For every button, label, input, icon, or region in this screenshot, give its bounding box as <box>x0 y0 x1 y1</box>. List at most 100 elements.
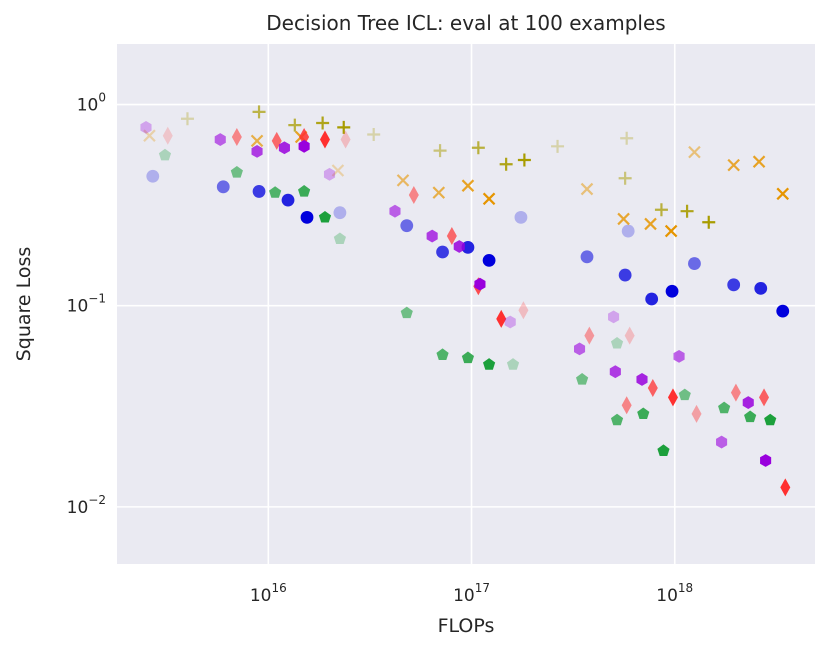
hexagon-point <box>760 454 772 467</box>
pentagon-point <box>230 165 243 178</box>
diamond-point <box>691 404 702 423</box>
pentagon-point <box>269 186 282 198</box>
y-tick-exponent: 0 <box>98 91 106 105</box>
hexagon-point <box>636 373 648 386</box>
plus-point <box>367 127 381 141</box>
y-tick-exponent: −1 <box>88 292 106 306</box>
x-point <box>482 192 496 206</box>
circle-point <box>645 292 659 306</box>
pentagon-point <box>333 232 346 245</box>
x-point <box>727 158 740 172</box>
plus-point <box>316 116 330 130</box>
circle-point <box>688 257 701 270</box>
diamond-point <box>647 378 658 397</box>
y-tick-exponent: −2 <box>88 493 106 507</box>
x-tick-exponent: 16 <box>272 581 287 595</box>
plot-area <box>117 44 815 564</box>
x-point <box>617 212 630 226</box>
x-point <box>752 155 766 168</box>
plus-point <box>680 204 694 218</box>
diamond-point <box>518 301 529 320</box>
diamond-point <box>730 383 741 402</box>
circle-point <box>333 206 347 220</box>
diamond-point <box>624 326 635 345</box>
pentagon-point <box>400 306 413 319</box>
x-tick-base: 10 <box>656 586 678 606</box>
diamond-point <box>162 126 173 145</box>
plus-point <box>620 131 634 145</box>
pentagon-point <box>318 210 332 223</box>
x-tick-exponent: 18 <box>678 581 693 595</box>
diamond-point <box>231 127 242 146</box>
diamond-point <box>584 326 595 345</box>
circle-point <box>665 284 679 298</box>
plus-point <box>252 105 266 119</box>
plus-point <box>288 118 302 132</box>
circle-point <box>216 180 230 194</box>
plus-point <box>702 215 716 229</box>
circle-point <box>754 281 768 295</box>
y-tick-base: 10 <box>67 297 89 317</box>
pentagon-point <box>158 148 172 161</box>
diamond-point <box>319 130 330 149</box>
pentagon-point <box>637 407 650 420</box>
x-point <box>776 187 790 201</box>
hexagon-point <box>742 396 754 409</box>
circle-point <box>580 250 594 264</box>
hexagon-point <box>278 141 290 155</box>
hexagon-point <box>140 120 152 134</box>
y-tick-base: 10 <box>67 498 89 518</box>
pentagon-point <box>744 410 757 423</box>
diamond-point <box>621 396 632 415</box>
y-axis-label: Square Loss <box>13 247 35 362</box>
hexagon-point <box>298 139 310 153</box>
y-tick-label: 10−2 <box>67 493 106 518</box>
diamond-point <box>340 130 351 149</box>
plus-point <box>551 139 565 153</box>
hexagon-point <box>389 204 401 218</box>
circle-point <box>300 210 314 224</box>
circle-point <box>482 253 496 267</box>
pentagon-point <box>298 185 311 197</box>
pentagon-point <box>678 388 691 401</box>
x-tick-label: 1016 <box>250 581 287 606</box>
circle-point <box>727 278 741 292</box>
hexagon-point <box>716 435 728 449</box>
circle-point <box>400 219 414 233</box>
hexagon-point <box>608 310 620 324</box>
circle-point <box>252 185 266 198</box>
y-tick-base: 10 <box>77 96 99 116</box>
x-point <box>432 186 446 199</box>
pentagon-point <box>764 413 777 426</box>
plus-point <box>471 141 485 155</box>
pentagon-point <box>461 351 475 364</box>
x-point <box>461 179 475 192</box>
hexagon-series <box>140 120 772 467</box>
diamond-point <box>759 388 770 407</box>
hexagon-point <box>323 167 336 181</box>
diamond-point <box>496 309 507 328</box>
pentagon-point <box>610 336 624 349</box>
x-tick-label: 1018 <box>656 581 693 606</box>
plus-point <box>180 112 194 126</box>
x-tick-base: 10 <box>453 586 475 606</box>
pentagon-point <box>483 358 496 370</box>
diamond-point <box>667 388 678 407</box>
pentagon-point <box>506 358 520 370</box>
plus-point <box>337 120 351 134</box>
hexagon-point <box>453 240 465 253</box>
circle-point <box>776 304 790 318</box>
plus-series <box>180 105 716 229</box>
x-point <box>688 145 701 159</box>
y-tick-label: 10−1 <box>67 292 106 317</box>
hexagon-point <box>426 229 438 243</box>
pentagon-series <box>158 148 777 456</box>
hexagon-point <box>474 277 486 291</box>
x-point <box>580 182 594 196</box>
x-point <box>396 174 410 187</box>
x-tick-label: 1017 <box>453 581 490 606</box>
x-point <box>331 164 345 177</box>
hexagon-point <box>574 342 586 356</box>
